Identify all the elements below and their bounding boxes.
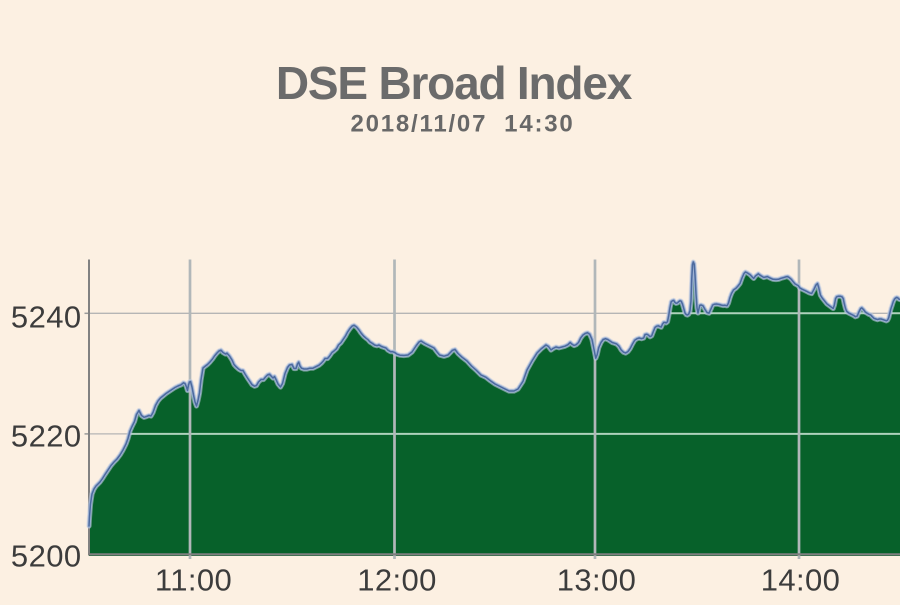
svg-text:5240: 5240: [11, 299, 82, 334]
svg-text:11:00: 11:00: [155, 562, 232, 597]
svg-text:5220: 5220: [11, 418, 82, 453]
svg-text:13:00: 13:00: [557, 562, 637, 597]
svg-text:DSE Broad Index: DSE Broad Index: [276, 57, 633, 109]
svg-text:2018/11/07 14:30: 2018/11/07 14:30: [350, 111, 574, 138]
svg-text:5200: 5200: [11, 539, 82, 574]
svg-text:12:00: 12:00: [357, 562, 437, 597]
svg-text:14:00: 14:00: [761, 562, 841, 597]
